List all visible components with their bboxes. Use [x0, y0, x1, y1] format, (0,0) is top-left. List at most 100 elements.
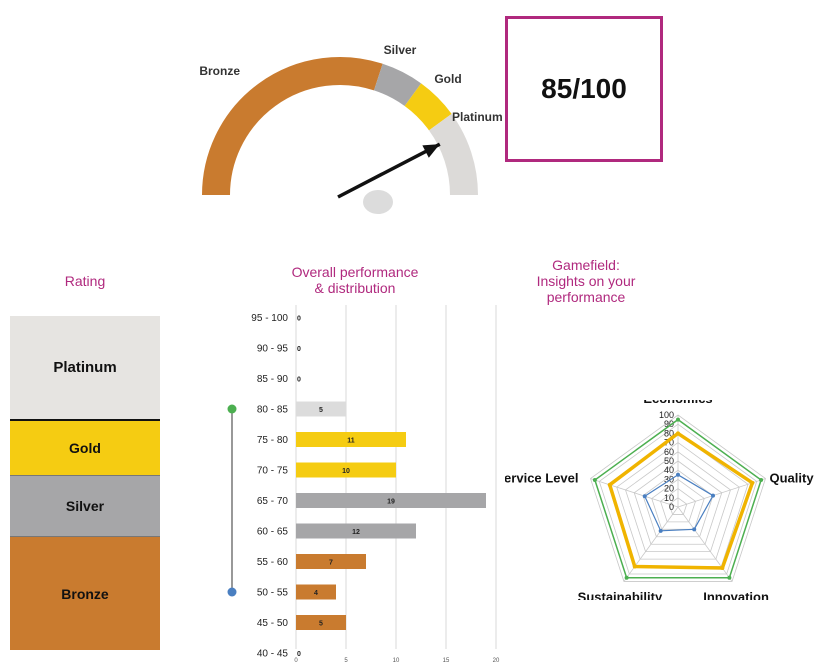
radar-r-tick: 10: [664, 493, 674, 503]
rating-tier-silver: Silver: [10, 476, 160, 537]
gamefield-title-line3: performance: [546, 289, 626, 305]
gauge-segment-platinum: [428, 113, 478, 196]
radar-series-point: [676, 472, 680, 477]
radar-gridline: [598, 423, 758, 575]
bar-chart-category-label: 70 - 75: [257, 466, 289, 477]
radar-axis-label: Economics: [643, 400, 712, 406]
distribution-title-line2: & distribution: [314, 280, 396, 296]
radar-gridline: [625, 451, 731, 553]
gauge-needle-arrowhead: [422, 144, 440, 158]
radar-gridline: [633, 460, 723, 545]
bar-chart-x-tick: 0: [294, 658, 298, 664]
radar-r-tick: 80: [664, 428, 674, 438]
bar-chart-bar: [296, 432, 406, 447]
gauge-segment-bronze: [202, 57, 383, 196]
radar-r-tick: 30: [664, 474, 674, 484]
radar-r-tick: 20: [664, 484, 674, 494]
radar-series-line: [607, 431, 755, 570]
gauge-needle-line: [337, 142, 441, 199]
rating-tier-bronze: Bronze: [10, 537, 160, 650]
radar-series-point: [607, 482, 612, 487]
bar-chart-value-label: 10: [342, 468, 350, 475]
radar-series-point: [642, 494, 647, 499]
bar-chart-category-label: 55 - 60: [257, 557, 289, 568]
rating-tier-label: Bronze: [61, 585, 109, 602]
rating-ladder: Platinum Gold Silver Bronze: [10, 316, 160, 650]
gamefield-title-line1: Gamefield:: [552, 257, 620, 273]
radar-series-point: [676, 431, 680, 436]
bar-chart-bar: [296, 584, 336, 600]
radar-axis-label: Quality: [769, 471, 814, 486]
rating-tier-label: Gold: [69, 440, 101, 456]
bar-chart-value-label: 19: [387, 499, 395, 506]
radar-series-point: [692, 527, 697, 532]
radar-r-tick: 50: [664, 456, 674, 466]
radar-spoke: [623, 506, 679, 582]
radar-series-point: [720, 566, 725, 571]
bar-chart-category-label: 90 - 95: [257, 344, 289, 355]
gauge-arcs: [202, 57, 478, 196]
radar-series-point: [624, 575, 629, 580]
radar-r-tick: 90: [664, 419, 674, 429]
bar-chart-x-tick: 20: [493, 658, 500, 664]
bar-chart-bar: [296, 462, 396, 478]
radar-series-point: [676, 417, 680, 422]
bar-chart-category-label: 50 - 55: [257, 588, 289, 599]
bar-chart-value-label: 12: [352, 529, 360, 536]
gauge-chart: Bronze Silver Gold Platinum: [199, 43, 503, 214]
bar-chart-value-label: 11: [347, 438, 355, 445]
distribution-title-line1: Overall performance: [291, 264, 419, 280]
radar-gridline: [651, 478, 705, 530]
radar-spoke: [590, 478, 679, 508]
bar-chart-value-label: 5: [319, 621, 323, 628]
bar-chart-value-label: 0: [297, 346, 301, 353]
gauge-segment-silver: [373, 63, 422, 107]
bar-chart-value-label: 0: [297, 651, 301, 658]
radar-series-point: [658, 528, 663, 533]
bar-chart-bar: [296, 401, 346, 417]
radar-series-line: [593, 418, 763, 579]
rating-tier-platinum: Platinum: [10, 316, 160, 421]
gauge-needle: [337, 142, 441, 214]
bar-chart-value-label: 4: [314, 590, 318, 597]
bar-chart-bar: [296, 615, 346, 630]
bar-chart-value-label: 0: [297, 316, 301, 323]
bar-chart-category-label: 60 - 65: [257, 527, 289, 538]
gauge-label-bronze: Bronze: [199, 64, 240, 78]
bar-chart-category-label: 45 - 50: [257, 618, 289, 629]
gauge-label-gold: Gold: [434, 72, 461, 86]
radar-series-point: [759, 477, 764, 482]
bar-chart-bar: [296, 523, 416, 539]
radar-gridline: [668, 497, 688, 515]
radar-series-line: [643, 474, 714, 532]
bar-chart-value-label: 5: [319, 407, 323, 414]
rating-title-text: Rating: [64, 273, 106, 289]
distribution-title: Overall performance & distribution: [260, 264, 450, 296]
bar-chart-x-tick: 5: [344, 658, 348, 664]
range-marker-bottom: [227, 587, 237, 597]
bar-chart-category-label: 75 - 80: [257, 435, 289, 446]
radar-gridline: [616, 442, 740, 560]
gauge-segment-gold: [404, 83, 452, 131]
radar-axis-label: Sustainability: [578, 589, 663, 600]
rating-title: Rating: [10, 273, 160, 289]
radar-series-point: [592, 477, 597, 482]
rating-tier-label: Platinum: [53, 359, 117, 376]
range-marker-top: [227, 404, 237, 414]
radar-series-point: [632, 564, 637, 569]
radar-gridline: [660, 488, 696, 523]
radar-axis-label: Service Level: [505, 471, 579, 486]
bar-chart-category-label: 85 - 90: [257, 374, 289, 385]
gauge-hub: [363, 190, 393, 214]
bar-chart-bar: [296, 554, 366, 569]
bar-chart-category-label: 65 - 70: [257, 496, 289, 507]
gauge-labels: Bronze Silver Gold Platinum: [199, 43, 502, 124]
rating-tier-label: Silver: [65, 498, 105, 514]
radar-gridline: [590, 414, 766, 582]
gamefield-title-line2: Insights on your: [536, 273, 636, 289]
bar-chart-value-label: 7: [329, 560, 333, 567]
radar-r-tick: 40: [664, 465, 674, 475]
gauge-label-silver: Silver: [384, 43, 417, 57]
gauge-label-platinum: Platinum: [452, 110, 503, 124]
score-value: 85/100: [541, 73, 627, 104]
